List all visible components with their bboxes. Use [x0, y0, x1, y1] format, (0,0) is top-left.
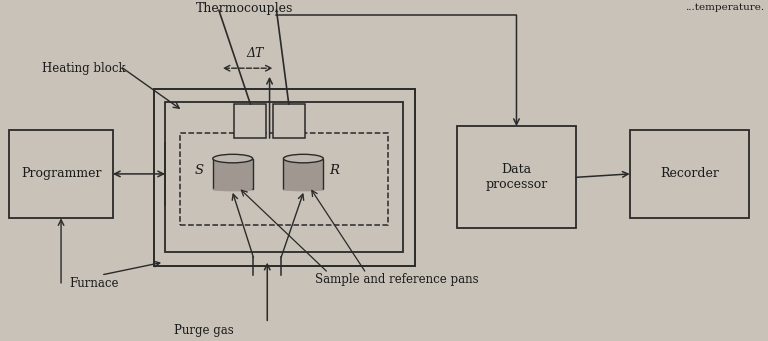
- Bar: [154, 89, 415, 266]
- Text: Thermocouples: Thermocouples: [196, 2, 293, 15]
- Bar: [165, 102, 403, 252]
- Bar: [9, 130, 113, 218]
- Bar: [213, 159, 253, 189]
- Bar: [283, 159, 323, 189]
- Text: Furnace: Furnace: [69, 277, 118, 290]
- Text: Heating block: Heating block: [42, 62, 126, 75]
- Ellipse shape: [283, 154, 323, 163]
- Bar: [457, 126, 576, 228]
- Bar: [180, 133, 388, 225]
- Ellipse shape: [283, 187, 323, 191]
- Text: R: R: [329, 164, 339, 177]
- Text: S: S: [194, 164, 204, 177]
- Text: ΔT: ΔT: [247, 47, 264, 60]
- Ellipse shape: [213, 187, 253, 191]
- Text: Data
processor: Data processor: [485, 163, 548, 191]
- Bar: [234, 104, 266, 138]
- Text: ...temperature.: ...temperature.: [685, 3, 764, 12]
- Text: Purge gas: Purge gas: [174, 324, 233, 337]
- Bar: [273, 104, 305, 138]
- Bar: [630, 130, 749, 218]
- Text: Recorder: Recorder: [660, 167, 719, 180]
- Ellipse shape: [213, 154, 253, 163]
- Text: Sample and reference pans: Sample and reference pans: [315, 273, 478, 286]
- Text: Programmer: Programmer: [21, 167, 101, 180]
